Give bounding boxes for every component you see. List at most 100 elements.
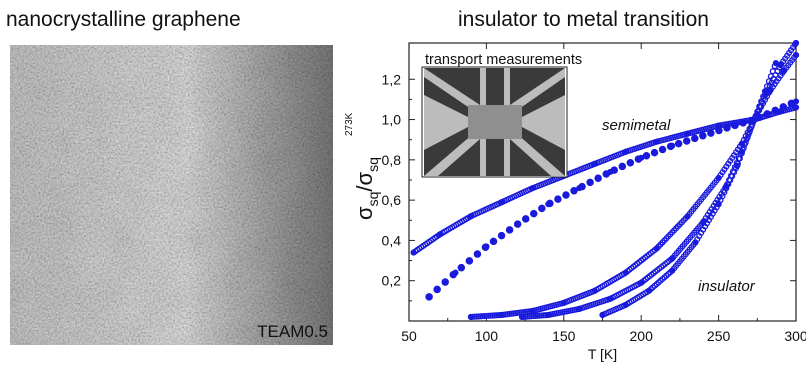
chart-title: insulator to metal transition	[458, 8, 709, 31]
data-point	[457, 263, 466, 272]
data-point	[684, 130, 691, 137]
data-point	[653, 138, 660, 145]
data-point	[777, 62, 784, 69]
data-point	[792, 98, 800, 105]
data-point	[736, 155, 743, 162]
annotation-semimetal: semimetal	[602, 117, 671, 134]
inset-device-leads	[424, 68, 565, 176]
data-point	[452, 269, 459, 276]
y-tick-label: 1,2	[382, 71, 402, 87]
data-point	[498, 311, 505, 319]
data-point	[622, 269, 629, 276]
data-point	[771, 106, 780, 115]
data-point	[763, 83, 771, 90]
data-point	[622, 301, 629, 308]
plot-area: 50 100 150 200 250 300 0,2 0,4 0,6 0,8 1,0 1,2 tran…	[344, 39, 806, 362]
data-point	[518, 313, 526, 321]
data-series	[410, 104, 800, 256]
data-point	[700, 132, 707, 139]
data-point	[669, 255, 676, 262]
data-point	[465, 257, 474, 265]
data-point	[497, 231, 506, 240]
data-point	[682, 137, 691, 145]
data-point	[739, 119, 747, 127]
data-point	[715, 201, 722, 208]
y-axis-label: σsq/σsq 273K	[344, 112, 381, 220]
data-point	[441, 278, 449, 286]
x-tick-label: 300	[784, 328, 806, 344]
data-point	[723, 124, 731, 132]
data-point	[433, 285, 441, 294]
data-point	[529, 184, 536, 192]
tem-image-label: TEAM0.5	[257, 322, 328, 341]
x-tick-label: 100	[475, 328, 499, 344]
data-point	[792, 104, 800, 111]
data-point	[763, 110, 771, 118]
x-tick-label: 150	[552, 328, 576, 344]
data-point	[545, 201, 552, 208]
data-point	[622, 148, 629, 155]
tem-micrograph: TEAM0.5	[10, 45, 333, 345]
data-point	[545, 311, 552, 319]
data-point	[521, 215, 530, 223]
data-point	[638, 279, 645, 286]
data-point	[734, 162, 741, 169]
data-point	[730, 122, 738, 129]
data-point	[669, 267, 676, 274]
data-point	[653, 245, 660, 252]
data-point	[467, 213, 475, 220]
data-point	[594, 174, 602, 182]
data-point	[779, 103, 788, 111]
data-point	[751, 116, 758, 123]
data-point	[607, 168, 614, 176]
data-point	[498, 199, 505, 206]
data-point	[586, 178, 594, 187]
data-point	[576, 184, 583, 192]
data-point	[560, 299, 567, 306]
data-point	[792, 39, 800, 47]
data-point	[436, 231, 444, 238]
y-tick-label: 0,6	[382, 192, 402, 208]
data-point	[530, 209, 538, 218]
data-point	[562, 191, 570, 199]
data-point	[691, 134, 699, 143]
data-point	[570, 187, 578, 195]
data-point	[715, 174, 722, 182]
y-tick-label: 0,4	[382, 232, 402, 248]
data-point	[792, 51, 800, 59]
data-point	[780, 68, 787, 75]
y-axis-label-superscript: 273K	[344, 112, 355, 136]
data-point	[599, 311, 606, 319]
data-point	[766, 88, 773, 95]
left-panel-title: nanocrystalline graphene	[6, 8, 241, 31]
data-point	[746, 129, 753, 136]
data-point	[618, 162, 627, 171]
data-point	[658, 145, 667, 154]
x-tick-label: 200	[630, 328, 654, 344]
x-tick-label: 250	[707, 328, 731, 344]
x-tick-label: 50	[401, 328, 417, 344]
data-point	[740, 144, 747, 152]
y-tick-label: 0,2	[382, 273, 402, 289]
data-point	[483, 243, 490, 250]
data-point	[514, 221, 521, 228]
series-layer	[410, 39, 800, 321]
data-point	[591, 160, 598, 167]
data-point	[707, 129, 715, 137]
data-point	[473, 250, 482, 258]
data-point	[742, 139, 749, 146]
y-tick-label: 1,0	[382, 112, 402, 128]
data-point	[591, 287, 598, 294]
inset-title: transport measurements	[425, 52, 582, 68]
data-point	[426, 293, 433, 300]
y-tick-label: 0,8	[382, 152, 402, 168]
data-point	[645, 287, 653, 294]
data-point	[626, 159, 635, 167]
data-point	[744, 134, 751, 141]
data-point	[467, 313, 475, 321]
data-point	[576, 305, 583, 313]
annotation-insulator: insulator	[698, 278, 756, 295]
inset-photo: transport measurements	[421, 52, 582, 178]
y-axis-label-text: σsq/σsq	[352, 157, 381, 220]
data-point	[684, 213, 691, 220]
